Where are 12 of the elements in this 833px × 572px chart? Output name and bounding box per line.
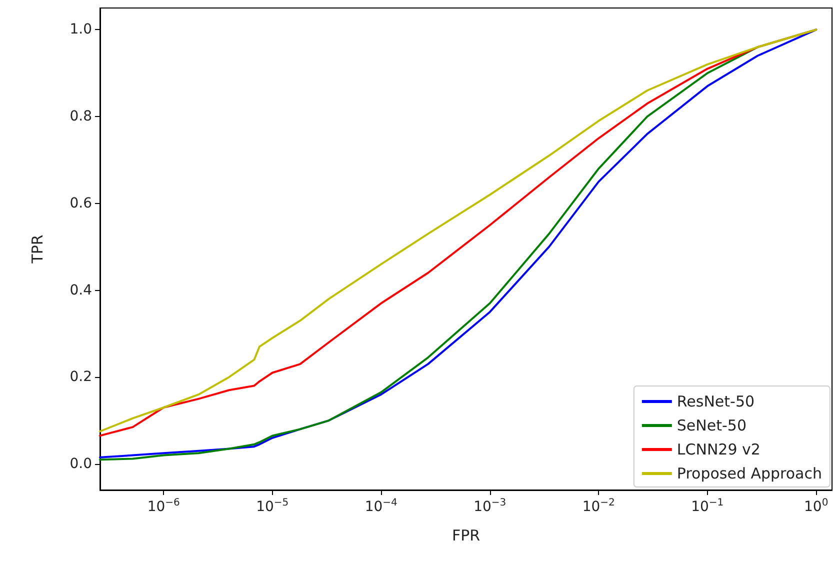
y-tick-label: 0.2 bbox=[70, 369, 92, 386]
y-axis-title: TPR bbox=[28, 234, 46, 264]
legend-label: LCNN29 v2 bbox=[676, 440, 760, 458]
legend-label: ResNet-50 bbox=[676, 392, 755, 410]
y-tick-label: 0.4 bbox=[70, 282, 92, 298]
y-tick-label: 1.0 bbox=[70, 22, 92, 38]
x-axis-title: FPR bbox=[452, 526, 480, 544]
y-tick-label: 0.8 bbox=[70, 108, 92, 125]
y-tick-label: 0.6 bbox=[70, 195, 92, 212]
legend-label: Proposed Approach bbox=[676, 464, 822, 482]
legend-label: SeNet-50 bbox=[676, 416, 746, 434]
y-tick-label: 0.0 bbox=[70, 456, 92, 472]
